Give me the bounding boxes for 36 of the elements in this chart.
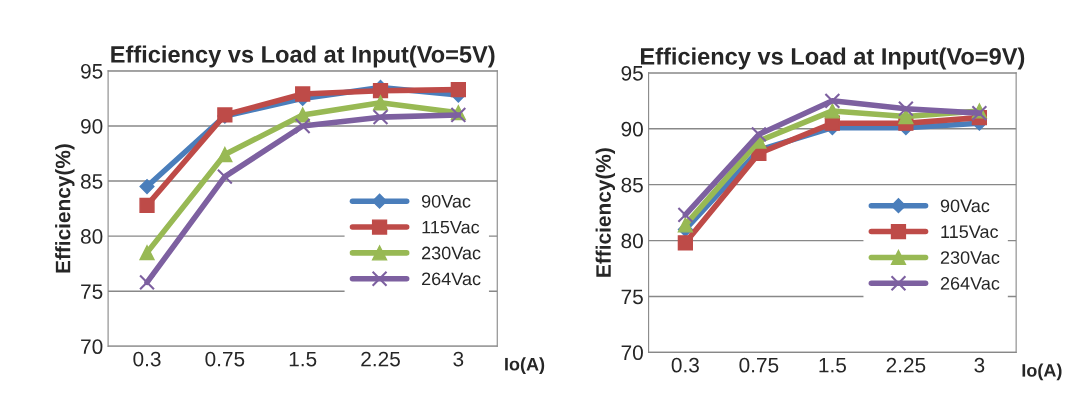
y-tick-label: 70 [621,345,643,361]
y-tick-label: 90 [621,121,643,137]
x-tick-label: 0.3 [133,351,161,367]
y-tick-label: 80 [80,229,103,244]
y-axis-title: Efficiency(%) [595,148,616,277]
x-tick-label: 0.75 [205,351,245,367]
x-axis-title: Io(A) [505,357,545,375]
x-tick-label: 2.25 [361,351,400,367]
legend-label: 90Vac [421,194,471,208]
y-tick-label: 90 [81,118,103,134]
chart-title: Efficiency vs Load at Input(Vo=9V) [640,47,1025,70]
x-tick-label: 1.5 [819,357,846,373]
y-tick-label: 75 [621,289,643,305]
y-tick-label: 70 [81,339,103,355]
legend-label: 115Vac [941,225,999,239]
x-tick-label: 0.3 [671,357,699,373]
legend-label: 264Vac [940,277,1000,290]
chart-title: Efficiency vs Load at Input(Vo=5V) [111,45,495,68]
legend-label: 90Vac [940,199,990,213]
x-axis-title: Io(A) [1022,363,1062,381]
y-tick-label: 95 [621,65,643,81]
legend-label: 264Vac [422,272,481,286]
y-tick-label: 95 [81,63,103,79]
x-tick-label: 3 [974,357,985,373]
x-tick-label: 3 [453,351,464,367]
x-tick-label: 2.25 [886,357,926,373]
y-tick-label: 85 [80,174,103,189]
y-axis-title: Efficiency(%) [55,144,75,273]
x-tick-label: 0.75 [739,357,779,373]
legend-label: 230Vac [422,246,481,260]
y-tick-label: 75 [81,284,103,299]
legend-label: 230Vac [940,251,1000,264]
legend-label: 115Vac [422,220,480,234]
y-tick-label: 80 [621,233,643,249]
x-tick-label: 1.5 [289,351,317,367]
y-tick-label: 85 [621,177,643,193]
